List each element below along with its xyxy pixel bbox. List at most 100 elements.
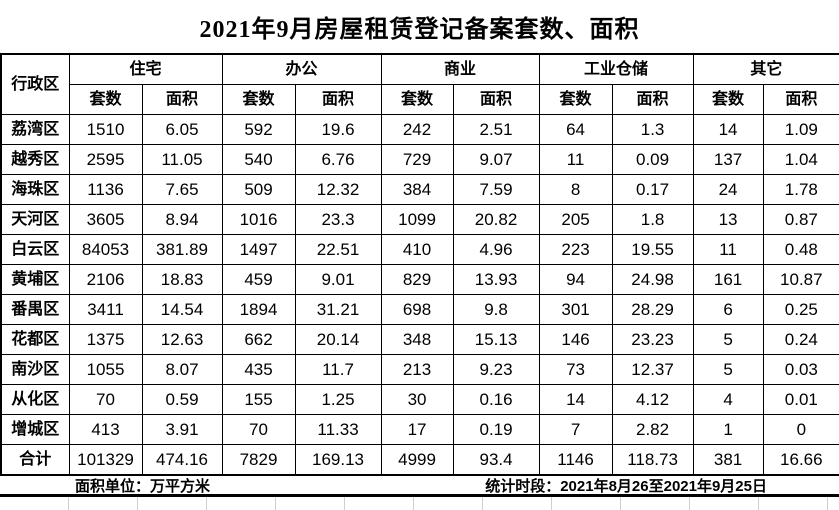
district-name-cell: 越秀区 [0, 144, 70, 175]
count-cell: 8 [538, 174, 613, 205]
count-cell: 410 [380, 234, 454, 265]
notes-bar: 面积单位：万平方米 统计时段：2021年8月26至2021年9月25日 [0, 476, 839, 497]
area-cell: 0.09 [611, 144, 694, 175]
area-cell: 381.89 [141, 234, 223, 265]
count-cell: 146 [538, 324, 613, 355]
count-cell: 662 [221, 324, 296, 355]
area-cell: 0 [762, 414, 839, 445]
count-cell: 1146 [538, 444, 613, 476]
count-cell: 592 [221, 114, 296, 145]
count-cell: 698 [380, 294, 454, 325]
count-cell: 729 [380, 144, 454, 175]
table-row: 白云区 84053 381.89 1497 22.51 410 4.96 223 19.55 11… [0, 234, 839, 265]
area-cell: 20.14 [294, 324, 382, 355]
area-cell: 0.25 [762, 294, 839, 325]
count-cell: 161 [692, 264, 764, 295]
area-cell: 0.01 [762, 384, 839, 415]
area-cell: 12.63 [141, 324, 223, 355]
area-cell: 0.17 [611, 174, 694, 205]
area-cell: 3.91 [141, 414, 223, 445]
sub-header-area: 面积 [141, 84, 223, 115]
area-cell: 7.59 [452, 174, 540, 205]
table-row: 黄埔区 2106 18.83 459 9.01 829 13.93 94 24.98 161 10.… [0, 264, 839, 295]
count-cell: 242 [380, 114, 454, 145]
count-cell: 64 [538, 114, 613, 145]
table-row: 海珠区 1136 7.65 509 12.32 384 7.59 8 0.17 24 1.78 [0, 174, 839, 205]
count-cell: 84053 [68, 234, 143, 265]
area-cell: 24.98 [611, 264, 694, 295]
district-name-cell: 白云区 [0, 234, 70, 265]
sub-header-count: 套数 [380, 84, 454, 115]
area-cell: 18.83 [141, 264, 223, 295]
district-name-cell: 番禺区 [0, 294, 70, 325]
area-cell: 1.8 [611, 204, 694, 235]
district-name-cell: 增城区 [0, 414, 70, 445]
sub-header-count: 套数 [221, 84, 296, 115]
area-cell: 11.7 [294, 354, 382, 385]
area-cell: 6.76 [294, 144, 382, 175]
count-cell: 73 [538, 354, 613, 385]
table-header: 行政区 住宅 办公 商业 工业仓储 其它 套数 面积 套数 面积 套数 面积 套… [0, 53, 839, 115]
sub-header-area: 面积 [294, 84, 382, 115]
count-cell: 435 [221, 354, 296, 385]
count-cell: 1055 [68, 354, 143, 385]
area-cell: 12.32 [294, 174, 382, 205]
rental-stats-table: 行政区 住宅 办公 商业 工业仓储 其它 套数 面积 套数 面积 套数 面积 套… [0, 53, 839, 476]
area-cell: 0.03 [762, 354, 839, 385]
area-cell: 1.04 [762, 144, 839, 175]
count-cell: 205 [538, 204, 613, 235]
sub-header-count: 套数 [68, 84, 143, 115]
count-cell: 213 [380, 354, 454, 385]
count-cell: 1894 [221, 294, 296, 325]
area-cell: 2.82 [611, 414, 694, 445]
count-cell: 1 [692, 414, 764, 445]
table-row: 荔湾区 1510 6.05 592 19.6 242 2.51 64 1.3 14 1.09 [0, 114, 839, 145]
count-cell: 5 [692, 324, 764, 355]
district-name-cell: 荔湾区 [0, 114, 70, 145]
count-cell: 223 [538, 234, 613, 265]
area-cell: 12.37 [611, 354, 694, 385]
area-cell: 1.3 [611, 114, 694, 145]
area-cell: 23.3 [294, 204, 382, 235]
area-cell: 9.01 [294, 264, 382, 295]
count-cell: 3411 [68, 294, 143, 325]
total-row: 合计 101329 474.16 7829 169.13 4999 93.4 1146 118.… [0, 444, 839, 476]
area-cell: 9.8 [452, 294, 540, 325]
count-cell: 94 [538, 264, 613, 295]
area-cell: 0.16 [452, 384, 540, 415]
area-cell: 0.48 [762, 234, 839, 265]
count-cell: 101329 [68, 444, 143, 476]
sub-header-area: 面积 [452, 84, 540, 115]
district-name-cell: 黄埔区 [0, 264, 70, 295]
area-cell: 19.6 [294, 114, 382, 145]
sub-header-row: 套数 面积 套数 面积 套数 面积 套数 面积 套数 面积 [1, 84, 839, 115]
area-cell: 0.24 [762, 324, 839, 355]
table-row: 花都区 1375 12.63 662 20.14 348 15.13 146 23.23 5 0.2… [0, 324, 839, 355]
count-cell: 3605 [68, 204, 143, 235]
count-cell: 7 [538, 414, 613, 445]
group-header-other: 其它 [692, 53, 839, 85]
area-cell: 4.12 [611, 384, 694, 415]
area-cell: 4.96 [452, 234, 540, 265]
count-cell: 540 [221, 144, 296, 175]
table-row: 南沙区 1055 8.07 435 11.7 213 9.23 73 12.37 5 0.03 [0, 354, 839, 385]
count-cell: 6 [692, 294, 764, 325]
area-cell: 169.13 [294, 444, 382, 476]
table-body: 荔湾区 1510 6.05 592 19.6 242 2.51 64 1.3 14 1.09 越秀区 2… [0, 114, 839, 476]
area-cell: 1.78 [762, 174, 839, 205]
group-header-industrial-storage: 工业仓储 [538, 53, 694, 85]
count-cell: 137 [692, 144, 764, 175]
area-cell: 1.25 [294, 384, 382, 415]
group-header-residential: 住宅 [68, 53, 223, 85]
area-cell: 474.16 [141, 444, 223, 476]
count-cell: 24 [692, 174, 764, 205]
count-cell: 2595 [68, 144, 143, 175]
count-cell: 30 [380, 384, 454, 415]
table-row: 增城区 413 3.91 70 11.33 17 0.19 7 2.82 1 0 [0, 414, 839, 445]
district-name-cell: 南沙区 [0, 354, 70, 385]
table-row: 番禺区 3411 14.54 1894 31.21 698 9.8 301 28.29 6 0.25 [0, 294, 839, 325]
district-name-cell: 从化区 [0, 384, 70, 415]
area-cell: 20.82 [452, 204, 540, 235]
table-row: 从化区 70 0.59 155 1.25 30 0.16 14 4.12 4 0.01 [0, 384, 839, 415]
